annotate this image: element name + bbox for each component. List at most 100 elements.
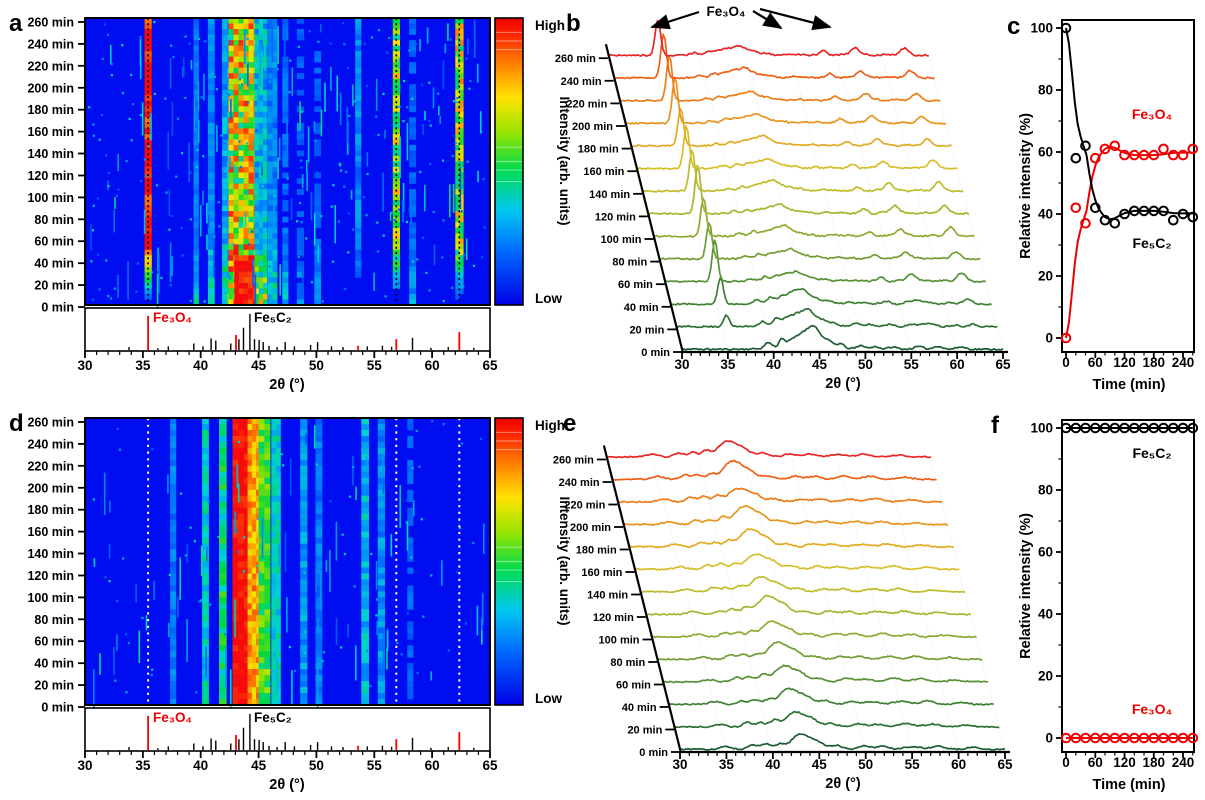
heatmap-speckle (179, 492, 183, 495)
heatmap-band-cell (202, 435, 209, 443)
heatmap-band-cell (263, 211, 268, 217)
heatmap-band-cell (207, 106, 215, 113)
waterfall-gridline (882, 58, 958, 353)
heatmap-band-cell (207, 84, 215, 90)
heatmap-band-cell (267, 111, 273, 118)
heatmap-streak (398, 57, 401, 69)
heatmap-band-cell (243, 84, 249, 90)
heatmap-streak (313, 213, 316, 246)
heatmap-band-cell (232, 537, 239, 544)
heatmap-band-cell (361, 567, 369, 574)
heatmap-band-cell (258, 424, 265, 431)
heatmap-speckle (420, 518, 423, 521)
heatmap-speckle (238, 140, 241, 143)
heatmap-band-cell (219, 687, 227, 694)
heatmap-band-cell (459, 139, 464, 146)
heatmap-band-cell (272, 271, 278, 278)
heatmap-speckle (255, 104, 258, 108)
heatmap-band-cell (258, 430, 265, 437)
heatmap-band-cell (275, 603, 281, 610)
heatmap-band-cell (207, 139, 215, 146)
heatmap-band-cell (193, 294, 199, 300)
heatmap-band-cell (258, 453, 265, 461)
heatmap-band-cell (233, 78, 239, 85)
heatmap-band-cell (272, 100, 278, 107)
heatmap-band-cell (202, 537, 209, 544)
heatmap-streak (286, 597, 288, 633)
heatmap-band-cell (232, 543, 239, 550)
heatmap-band-cell (219, 591, 227, 598)
data-point (1119, 149, 1130, 161)
heatmap-band-cell (228, 255, 234, 262)
heatmap-band-cell (256, 531, 261, 538)
heatmap-band-cell (258, 543, 265, 550)
heatmap-band-cell (170, 549, 177, 556)
heatmap-streak (291, 670, 293, 706)
heatmap-band-cell (315, 495, 323, 502)
heatmap-band-cell (251, 537, 257, 544)
heatmap-band-cell (207, 200, 215, 206)
panel-c-letter: c (1007, 13, 1020, 40)
heatmap-band-cell (409, 271, 416, 278)
heatmap-band-cell (315, 681, 323, 688)
heatmap-band-cell (258, 167, 264, 173)
heatmap-band-cell (314, 78, 322, 85)
heatmap-band-cell (271, 513, 277, 520)
heatmap-streak (325, 560, 328, 572)
fit-line (1065, 27, 1193, 221)
data-point (1109, 422, 1121, 434)
heatmap-band-cell (248, 255, 254, 262)
heatmap-band-cell (300, 459, 308, 467)
heatmap-band-cell (254, 277, 259, 284)
heatmap-band-cell (315, 483, 323, 491)
heatmap-band-cell (455, 156, 460, 162)
y-tick-label: 40 (1038, 207, 1053, 222)
heatmap-band-cell (170, 430, 177, 437)
heatmap-band-cell (251, 609, 257, 616)
heatmap-streak (346, 107, 349, 144)
heatmap-band-cell (207, 238, 215, 245)
heatmap-band-cell (251, 693, 257, 700)
heatmap-speckle (238, 78, 241, 81)
heatmap-band-cell (355, 216, 362, 223)
heatmap-speckle (376, 221, 379, 224)
heatmap-band-cell (407, 603, 414, 610)
heatmap-speckle (396, 641, 399, 645)
heatmap-speckle (442, 219, 445, 222)
x-tick-label: 40 (193, 358, 208, 373)
fit-line (1065, 145, 1193, 339)
heatmap-band-cell (407, 681, 414, 688)
heatmap-speckle (314, 140, 317, 143)
heatmap-band-cell (296, 233, 304, 240)
heatmap-band-cell (272, 255, 278, 262)
waterfall-gridline (698, 459, 774, 753)
heatmap-band-cell (275, 561, 281, 568)
heatmap-band-cell (267, 255, 273, 262)
heatmap-band-cell (256, 609, 261, 616)
heatmap-band-cell (282, 183, 289, 190)
heatmap-band-cell (238, 555, 245, 562)
heatmap-speckle (165, 191, 168, 194)
heatmap-streak (375, 561, 378, 590)
heatmap-streak (277, 157, 279, 180)
heatmap-speckle (397, 268, 400, 271)
heatmap-band-cell (207, 294, 215, 300)
heatmap-band-cell (315, 591, 323, 598)
heatmap-speckle (151, 668, 154, 671)
y-tick-label: 80 (1038, 83, 1053, 98)
heatmap-band-cell (258, 549, 265, 556)
heatmap-band-cell (256, 489, 261, 497)
heatmap-band-cell (170, 483, 177, 491)
heatmap-band-cell (256, 645, 261, 652)
heatmap-speckle (331, 260, 335, 263)
heatmap-band-cell (251, 519, 257, 526)
heatmap-band-cell (275, 465, 281, 473)
heatmap-streak (382, 172, 384, 212)
heatmap-band-cell (264, 543, 271, 550)
heatmap-band-cell (267, 211, 273, 217)
heatmap-band-cell (243, 34, 249, 41)
heatmap-band-cell (202, 549, 209, 556)
heatmap-band-cell (202, 519, 209, 526)
time-tick-label: 140 min (27, 547, 74, 561)
data-point (1119, 732, 1130, 744)
